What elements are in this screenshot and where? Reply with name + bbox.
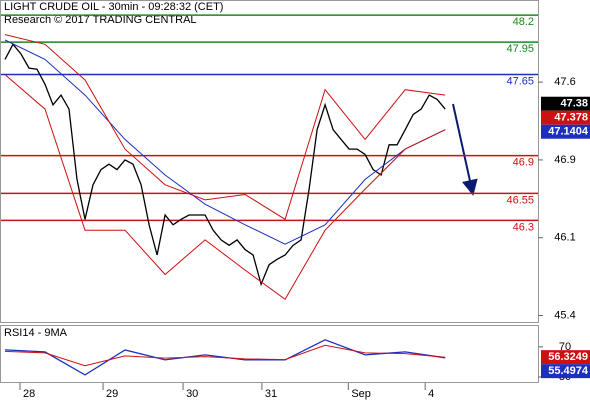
chart-subtitle: Research © 2017 TRADING CENTRAL xyxy=(4,14,197,26)
forecast-arrow xyxy=(452,103,478,196)
price-tag xyxy=(541,364,590,379)
series-line xyxy=(4,34,446,221)
y-tick-label: 70 xyxy=(559,341,571,353)
price-tag-label: 56.3249 xyxy=(548,351,588,363)
price-tag xyxy=(541,96,590,111)
x-tick-label: 30 xyxy=(186,388,198,400)
rsi-panel xyxy=(0,325,539,383)
series-line xyxy=(4,344,446,367)
y-tick-label: 47.6 xyxy=(554,76,575,88)
price-tag-label: 47.378 xyxy=(554,112,588,124)
price-tag-label: 47.1404 xyxy=(548,126,589,138)
price-tag-label: 55.4974 xyxy=(548,365,589,377)
price-tag xyxy=(541,350,590,365)
x-tick-label: 28 xyxy=(23,388,35,400)
price-tag xyxy=(541,124,590,139)
level-label: 47.65 xyxy=(506,75,534,87)
price-tag xyxy=(541,110,590,125)
x-tick-label: 31 xyxy=(265,388,277,400)
level-label: 48.2 xyxy=(513,16,534,28)
x-tick-label: 4 xyxy=(428,388,434,400)
y-tick-label: 46.1 xyxy=(554,232,575,244)
series-line xyxy=(4,74,446,301)
level-label: 46.9 xyxy=(513,157,534,169)
y-tick-label: 46.9 xyxy=(554,154,575,166)
level-label: 47.95 xyxy=(506,43,534,55)
chart-title: LIGHT CRUDE OIL - 30min - 09:28:32 (CET) xyxy=(4,1,223,13)
x-tick-label: 29 xyxy=(106,388,118,400)
price-panel xyxy=(0,0,539,323)
level-label: 46.55 xyxy=(506,194,534,206)
rsi-title: RSI14 - 9MA xyxy=(4,327,68,339)
price-tag-label: 47.38 xyxy=(560,98,588,110)
level-label: 46.3 xyxy=(513,221,534,233)
series-line xyxy=(4,43,446,287)
x-tick-label: Sep xyxy=(351,388,371,400)
y-tick-label: 45.4 xyxy=(554,309,575,321)
series-line xyxy=(4,39,446,245)
